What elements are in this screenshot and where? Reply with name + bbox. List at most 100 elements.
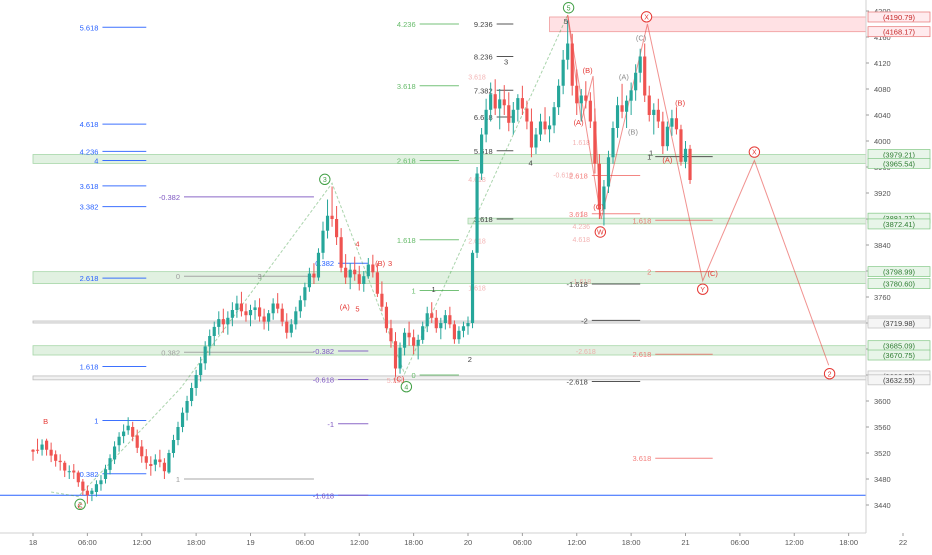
x-tick-label-10: 12:00 bbox=[567, 538, 586, 547]
fib-label-0: 5.618 bbox=[80, 23, 99, 32]
faint-label-0: -0.618 bbox=[553, 172, 573, 179]
candle-body-136 bbox=[647, 95, 651, 115]
candle-body-33 bbox=[180, 412, 185, 427]
time-axis-background bbox=[0, 533, 932, 550]
fib-label-29: 5.618 bbox=[474, 147, 493, 156]
candle-body-125 bbox=[597, 163, 601, 210]
candle-body-69 bbox=[344, 267, 348, 278]
candle-body-5 bbox=[54, 454, 58, 461]
candle-body-107 bbox=[516, 98, 520, 110]
candle-body-70 bbox=[348, 269, 352, 278]
candle-body-75 bbox=[371, 264, 375, 273]
wave-label-3: 5 bbox=[567, 5, 571, 12]
candle-body-121 bbox=[579, 95, 583, 104]
candle-body-51 bbox=[262, 316, 266, 322]
price-box-label-13: (3632.55) bbox=[883, 376, 916, 385]
price-box-label-9: (3719.98) bbox=[883, 319, 916, 328]
candle-body-20 bbox=[122, 431, 126, 437]
candle-body-25 bbox=[144, 456, 148, 463]
candle-body-82 bbox=[402, 332, 407, 348]
price-box-label-1: (4168.17) bbox=[883, 28, 916, 37]
candle-body-43 bbox=[226, 317, 230, 325]
candle-body-0 bbox=[31, 449, 35, 452]
wave-circle-4 bbox=[594, 226, 607, 238]
candle-body-77 bbox=[380, 293, 384, 307]
candle-body-21 bbox=[126, 425, 130, 431]
wave-label-11: 3 bbox=[504, 57, 508, 66]
wave-circle-2 bbox=[400, 381, 413, 393]
fib-levels-layer: 5.6184.6184.23643.6183.3822.6181.61810.3… bbox=[80, 20, 713, 500]
fib-label-10: -0.382 bbox=[159, 193, 180, 202]
price-box-13 bbox=[867, 374, 931, 386]
price-box-label-2: (3979.21) bbox=[883, 151, 916, 160]
candle-body-24 bbox=[140, 446, 144, 457]
candle-body-13 bbox=[90, 490, 94, 494]
x-tick-label-0: 18 bbox=[29, 538, 37, 547]
fib-label-6: 2.618 bbox=[80, 274, 99, 283]
y-tick-label-16: 3560 bbox=[874, 423, 891, 432]
candle-body-81 bbox=[398, 347, 402, 369]
candle-body-101 bbox=[489, 94, 493, 110]
wave-label-10: C bbox=[77, 501, 83, 510]
wave-label-28: (C) bbox=[394, 375, 405, 384]
candle-body-62 bbox=[312, 273, 316, 278]
candle-body-124 bbox=[593, 121, 597, 164]
candle-body-141 bbox=[670, 118, 674, 127]
candle-body-127 bbox=[606, 157, 611, 187]
wave-label-6: Y bbox=[700, 287, 705, 294]
candle-body-18 bbox=[112, 446, 117, 460]
fib-label-23: 1 bbox=[411, 287, 415, 296]
candle-body-32 bbox=[176, 427, 180, 440]
candle-body-55 bbox=[280, 308, 284, 322]
wave-circle-1 bbox=[319, 173, 331, 186]
price-box-7 bbox=[867, 278, 931, 289]
x-tick-label-9: 06:00 bbox=[513, 538, 532, 547]
fib-label-39: 3.618 bbox=[632, 454, 651, 463]
price-axis[interactable]: 4200416041204080404040003960392038803840… bbox=[865, 0, 932, 550]
candle-body-130 bbox=[620, 105, 624, 112]
candle-body-65 bbox=[325, 215, 330, 231]
candle-body-105 bbox=[507, 105, 511, 123]
candle-body-143 bbox=[679, 129, 683, 162]
fib-label-37: 2 bbox=[647, 268, 651, 277]
candle-body-12 bbox=[85, 490, 89, 496]
time-axis[interactable]: 18 06:00 12:00 18:00 19 06:00 12:00 18:00 20 06:0… bbox=[0, 532, 932, 550]
candle-body-8 bbox=[67, 471, 71, 473]
x-tick-label-2: 12:00 bbox=[132, 538, 151, 547]
fib-label-22: 1.618 bbox=[397, 236, 416, 245]
zones-layer bbox=[0, 16, 867, 496]
candle-body-79 bbox=[389, 328, 393, 342]
candle-body-60 bbox=[303, 287, 307, 301]
x-tick-label-8: 20 bbox=[464, 538, 472, 547]
candle-body-100 bbox=[484, 109, 488, 135]
candle-body-71 bbox=[353, 269, 357, 275]
candle-body-34 bbox=[185, 401, 189, 413]
wave-label-19: (A) bbox=[619, 72, 630, 81]
candle-body-111 bbox=[534, 134, 538, 148]
candle-body-11 bbox=[81, 481, 85, 491]
candle-body-140 bbox=[665, 126, 669, 147]
wave-label-25: (C) bbox=[707, 269, 718, 278]
candle-body-35 bbox=[190, 388, 194, 401]
candle-body-126 bbox=[602, 186, 606, 210]
fib-label-3: 4 bbox=[94, 157, 98, 166]
candle-body-63 bbox=[316, 252, 321, 278]
price-box-9 bbox=[867, 317, 931, 329]
y-tick-label-1: 4160 bbox=[874, 33, 891, 42]
fib-label-38: 2.618 bbox=[632, 350, 651, 359]
wave-label-14: 2 bbox=[468, 355, 472, 364]
y-tick-label-7: 3920 bbox=[874, 189, 891, 198]
price-box-5 bbox=[867, 218, 931, 230]
wave-label-8: 2 bbox=[828, 371, 832, 378]
x-tick-label-12: 21 bbox=[681, 538, 689, 547]
y-tick-label-2: 4120 bbox=[874, 59, 891, 68]
candle-body-95 bbox=[461, 326, 466, 331]
candle-body-90 bbox=[439, 323, 443, 329]
price-box-0 bbox=[867, 11, 931, 23]
candle-body-134 bbox=[638, 56, 642, 73]
candle-body-74 bbox=[366, 264, 370, 277]
x-tick-label-4: 19 bbox=[246, 538, 254, 547]
candle-body-145 bbox=[688, 148, 692, 180]
